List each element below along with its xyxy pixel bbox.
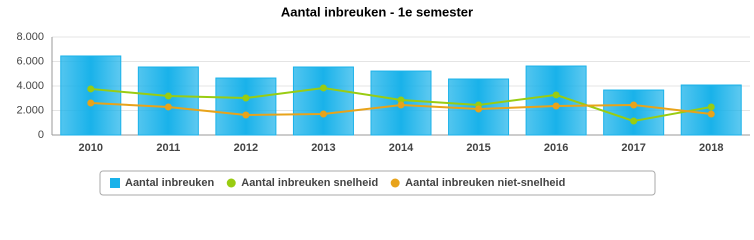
legend-marker (110, 178, 120, 188)
bar (137, 66, 199, 136)
x-tick-label: 2011 (156, 142, 180, 154)
y-tick-label: 8.000 (16, 31, 44, 43)
point (164, 103, 172, 111)
point (630, 117, 638, 125)
point (242, 94, 250, 102)
y-tick-label: 2.000 (16, 104, 44, 116)
x-tick-label: 2017 (621, 142, 645, 154)
point (707, 110, 715, 118)
y-tick-label: 0 (38, 129, 44, 141)
y-tick-label: 6.000 (16, 55, 44, 67)
point (552, 102, 560, 110)
point (552, 91, 560, 99)
legend-label: Aantal inbreuken (125, 177, 215, 189)
x-tick-label: 2016 (544, 142, 568, 154)
point (319, 110, 327, 118)
chart-title: Aantal inbreuken - 1e semester (281, 4, 473, 19)
bar (525, 65, 587, 136)
bar (292, 66, 354, 136)
legend-box (99, 170, 656, 196)
point (87, 99, 95, 107)
legend-label: Aantal inbreuken niet-snelheid (405, 177, 565, 189)
bar (215, 77, 277, 136)
y-tick-label: 4.000 (16, 80, 44, 92)
x-tick-label: 2010 (79, 142, 103, 154)
point (630, 101, 638, 109)
x-tick-label: 2014 (389, 142, 414, 154)
point (164, 92, 172, 100)
x-tick-label: 2015 (466, 142, 490, 154)
point (242, 111, 250, 119)
point (475, 105, 483, 113)
point (397, 96, 405, 104)
bar (603, 89, 665, 136)
bar (60, 55, 122, 136)
point (397, 101, 405, 109)
point (707, 103, 715, 111)
point (87, 85, 95, 93)
x-tick-label: 2018 (699, 142, 723, 154)
x-tick-label: 2012 (234, 142, 258, 154)
x-tick-label: 2013 (311, 142, 335, 154)
legend-label: Aantal inbreuken snelheid (241, 177, 378, 189)
legend-marker (226, 178, 236, 188)
chart: Aantal inbreuken - 1e semester 0 2.000 4.0… (16, 4, 750, 196)
point (319, 84, 327, 92)
legend-marker (390, 178, 400, 188)
